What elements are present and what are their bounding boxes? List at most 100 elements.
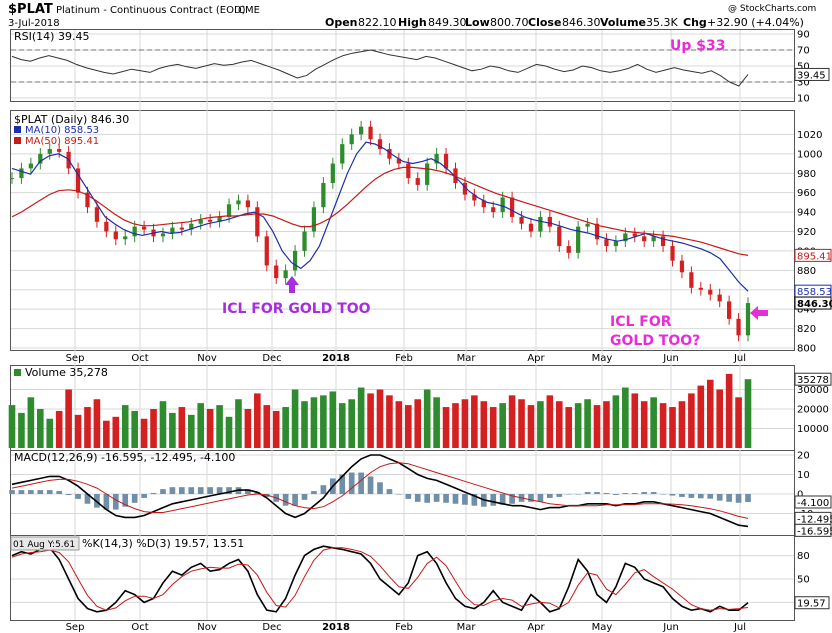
price-bar-body — [302, 231, 307, 251]
volume-bar — [405, 405, 412, 448]
macd-histogram-bar — [160, 489, 166, 494]
price-bar-body — [500, 197, 505, 213]
macd-histogram-bar — [584, 492, 591, 494]
annotations: Up $33 ICL FOR GOLD TOO ICL FOR GOLD TOO… — [222, 38, 768, 349]
macd-histogram-bar — [556, 494, 563, 497]
volume-bar — [55, 410, 63, 448]
price-bar-body — [623, 233, 628, 242]
open-value: 822.10 — [358, 16, 397, 29]
volume-bar — [584, 399, 591, 448]
ma50-legend-swatch — [14, 137, 21, 144]
stoch-xtick-label: Sep — [66, 622, 85, 633]
contract-name: Platinum - Continuous Contract (EOD) — [56, 5, 246, 16]
price-bar-body — [94, 207, 100, 222]
volume-bar — [18, 412, 25, 448]
price-xtick-label: Oct — [131, 353, 148, 364]
price-bar-body — [660, 236, 666, 247]
volume-bar — [574, 403, 582, 448]
macd-histogram-bar — [339, 474, 346, 494]
stoch-xtick-label: Mar — [457, 622, 477, 633]
price-bar-body — [321, 182, 326, 208]
volume-bar — [131, 410, 138, 448]
price-tick-label: 960 — [797, 188, 816, 199]
close-value: 846.30 — [562, 16, 601, 29]
macd-histogram-bar — [301, 494, 308, 500]
volume-bar — [395, 401, 403, 448]
price-tick-label: 920 — [797, 227, 816, 238]
volume-bar — [565, 407, 573, 448]
macd-histogram-bar — [282, 494, 289, 506]
macd-line — [11, 454, 749, 528]
macd-histogram-bar — [679, 494, 685, 497]
price-xtick-label: Jun — [662, 353, 679, 364]
macd-histogram-bar — [499, 494, 506, 505]
volume-bar — [65, 389, 72, 448]
volume-bar — [688, 393, 695, 448]
price-bar-body — [736, 318, 741, 336]
low-value: 800.70 — [490, 16, 529, 29]
macd-tick-label: 10 — [797, 470, 810, 481]
volume-bar — [282, 407, 289, 448]
high-value: 849.30 — [428, 16, 467, 29]
rsi-tick-label: 50 — [797, 62, 810, 73]
high-label: High — [398, 16, 427, 29]
volume-bar — [159, 401, 167, 448]
macd-histogram-bar — [462, 494, 468, 505]
purple-up-arrow — [285, 276, 299, 293]
rsi-tick-label: 30 — [797, 78, 810, 89]
price-bar-body — [179, 227, 184, 230]
macd-histogram-bar — [716, 494, 723, 501]
macd-tick-label: 0 — [797, 490, 803, 501]
macd-histogram-bar — [452, 494, 459, 504]
macd-histogram-bar — [169, 487, 176, 494]
price-bar-body — [557, 226, 562, 247]
ma10-last-value: 858.53 — [797, 287, 832, 298]
volume-bar — [320, 395, 327, 448]
macd-histogram-bar — [75, 494, 81, 499]
rsi-tick-label: 90 — [797, 30, 810, 41]
volume-bar — [27, 397, 35, 448]
price-bar-body — [491, 207, 496, 213]
price-bar-body — [594, 223, 600, 240]
price-bar-body — [208, 219, 213, 222]
macd-histogram-bar — [471, 494, 478, 506]
macd-histogram-bar — [84, 494, 91, 504]
price-tick-label: 940 — [797, 208, 816, 219]
volume-bar — [489, 407, 497, 448]
volume-bar — [706, 379, 714, 448]
price-xtick-label: Jul — [733, 353, 746, 364]
price-xtick-label: 2018 — [322, 353, 350, 364]
volume-bar — [386, 395, 393, 448]
macd-histogram-bar — [46, 490, 53, 494]
volume-bar — [263, 405, 271, 448]
price-bar-body — [255, 207, 260, 237]
volume-tick-label: 10000 — [797, 424, 829, 435]
price-bar-body — [679, 260, 685, 273]
price-bar-body — [745, 303, 751, 336]
stoch-xtick-label: Oct — [131, 622, 148, 633]
price-xtick-label: Sep — [66, 353, 85, 364]
icl-for-annotation: ICL FOR — [610, 314, 672, 330]
macd-histogram-bar — [613, 494, 619, 495]
price-bar-body — [509, 197, 515, 217]
price-xtick-label: Apr — [527, 353, 545, 364]
price-xtick-label: Feb — [395, 353, 413, 364]
stoch-xtick-label: 2018 — [322, 622, 350, 633]
volume-legend-swatch — [14, 369, 21, 376]
volume-bar — [140, 418, 148, 448]
stochastic-layer — [11, 545, 749, 613]
price-bar-body — [160, 233, 166, 237]
price-bar-body — [349, 134, 354, 145]
price-bar-body — [566, 246, 571, 253]
macd-hist-last-box — [794, 495, 832, 509]
price-bar-body — [359, 126, 364, 135]
volume-bar — [461, 399, 469, 448]
volume-bar — [93, 399, 101, 448]
macd-histogram-bar — [122, 494, 129, 507]
symbol: $PLAT — [8, 2, 53, 17]
price-bar-body — [236, 200, 241, 205]
price-bar-body — [717, 294, 722, 302]
macd-histogram-bar — [179, 487, 185, 494]
macd-histogram-bar — [320, 485, 327, 494]
